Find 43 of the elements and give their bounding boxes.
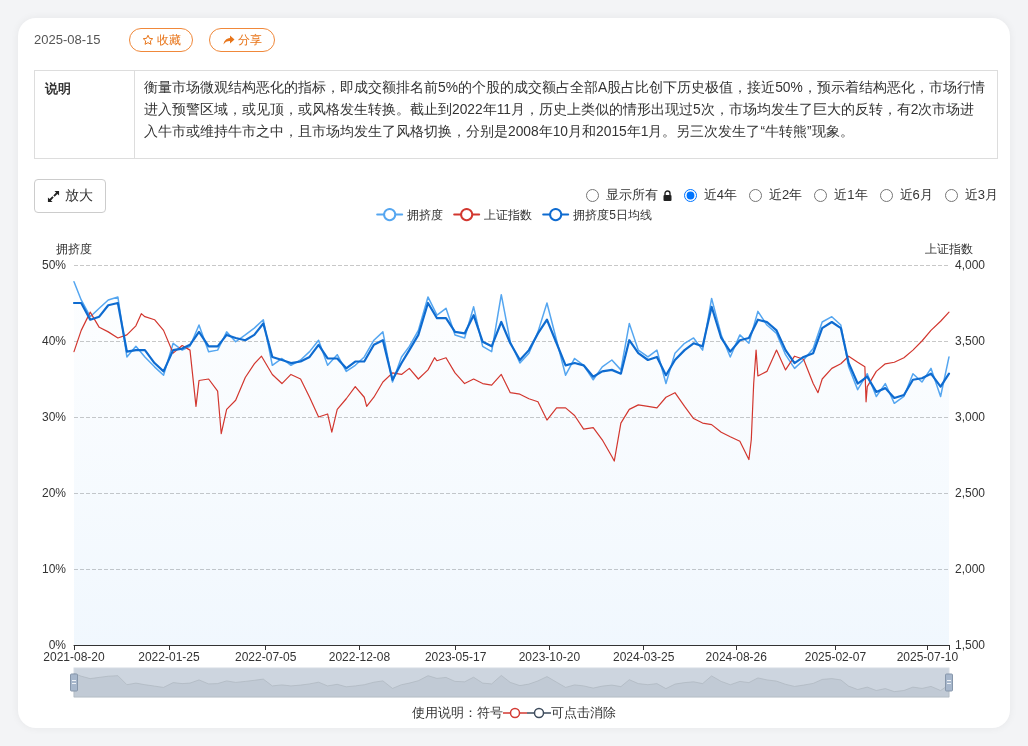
- x-tick-label: 2021-08-20: [43, 650, 106, 664]
- line-series: [73, 311, 950, 462]
- text: 使用说明：符号: [412, 704, 503, 722]
- x-tick-label: 2024-03-25: [613, 650, 675, 664]
- x-tick-label: 2022-12-08: [328, 650, 391, 664]
- text: 近1年: [834, 186, 868, 204]
- y2-tick-label: 2,500: [955, 486, 986, 500]
- text: 近3月: [964, 186, 998, 204]
- text: 衡量市场微观结构恶化的指标，即成交额排名前5%的个股的成交额占全部A股占比创下历史极值，接近50%，预示着结构恶化，市场行情进入预警区域，或见顶，或风格发生转换。截止到2022年11月，历史上类似的情形出现过5次，市场均发生了巨大的反转，有2次市场进入牛市或维持牛市之中，且市场均发生了风格切换，分别是2008年10月和2015年1月。另三次发生了“牛转熊”现象。: [143, 79, 986, 141]
- y-tick-label: 0%: [48, 638, 67, 652]
- y2-tick-label: 1,500: [955, 638, 986, 652]
- y-tick-label: 30%: [41, 410, 67, 424]
- x-tick-label: 2023-05-17: [424, 650, 487, 664]
- y2-tick-label: 3,000: [955, 410, 986, 424]
- y-tick-label: 40%: [41, 334, 67, 348]
- x-tick-label: 2024-08-26: [705, 650, 768, 664]
- y2-tick-label: 3,500: [955, 334, 986, 348]
- text: 说明: [35, 71, 135, 158]
- text: 2025-08-15: [34, 31, 101, 49]
- text: 放大: [65, 187, 93, 205]
- x-tick-label: 2022-01-25: [138, 650, 200, 664]
- text: 可点击消除: [551, 704, 616, 722]
- text: 显示所有: [605, 186, 658, 204]
- text: 收藏: [156, 31, 181, 49]
- legend-label: 上证指数: [484, 207, 533, 222]
- line-series: [72, 301, 951, 400]
- text: 近2年: [769, 186, 803, 204]
- y-tick-label: 10%: [41, 562, 67, 576]
- x-tick-label: 2025-07-10: [896, 650, 959, 664]
- y-axis-title: 拥挤度: [56, 242, 92, 256]
- y-tick-label: 20%: [41, 486, 67, 500]
- x-tick-label: 2023-10-20: [518, 650, 581, 664]
- x-tick-label: 2025-02-07: [804, 650, 867, 664]
- x-tick-label: 2022-07-05: [235, 650, 297, 664]
- legend-label: 拥挤度5日均线: [573, 207, 652, 222]
- text: 分享: [237, 31, 262, 49]
- y-tick-label: 50%: [41, 258, 67, 272]
- y2-tick-label: 4,000: [955, 258, 986, 272]
- legend-label: 拥挤度: [407, 207, 444, 222]
- text: 近6月: [899, 186, 933, 204]
- y2-axis-title: 上证指数: [925, 242, 973, 256]
- y2-tick-label: 2,000: [955, 562, 986, 576]
- text: 近4年: [703, 186, 738, 204]
